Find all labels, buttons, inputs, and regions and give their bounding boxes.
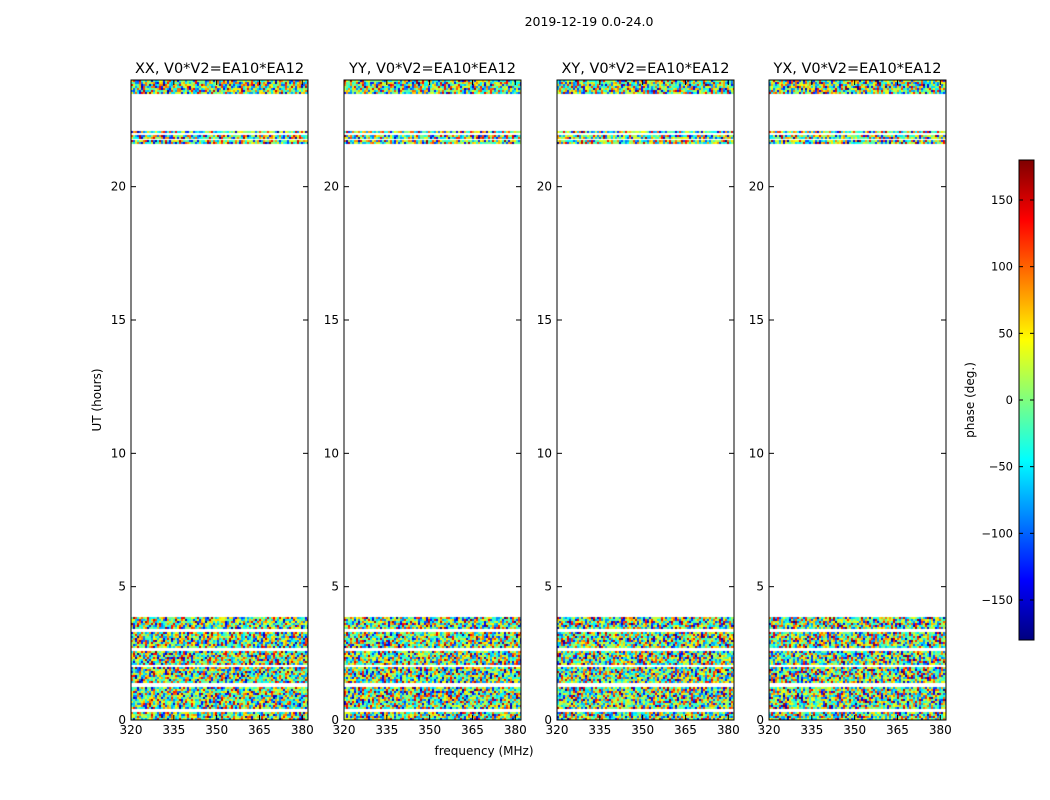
panel-title: YY, V0*V2=EA10*EA12 bbox=[348, 61, 516, 77]
phase-heatmap bbox=[557, 80, 734, 720]
panel-frame bbox=[130, 79, 309, 721]
x-tick-label: 365 bbox=[461, 723, 484, 737]
panel-frame bbox=[768, 79, 947, 721]
x-tick-label: 380 bbox=[717, 723, 740, 737]
y-tick-label: 10 bbox=[324, 446, 339, 460]
x-tick-label: 320 bbox=[333, 723, 356, 737]
y-tick-label: 15 bbox=[324, 313, 339, 327]
colorbar-tick-label: −50 bbox=[989, 460, 1013, 474]
x-tick-label: 350 bbox=[418, 723, 441, 737]
y-tick-label: 10 bbox=[749, 446, 764, 460]
panel-2: XY, V0*V2=EA10*EA12 320 335 350 365 380 0 5 10 15… bbox=[537, 61, 740, 737]
y-tick-label: 20 bbox=[749, 180, 764, 194]
y-tick-label: 5 bbox=[544, 580, 552, 594]
panel-3: YX, V0*V2=EA10*EA12 320 335 350 365 380 0 5 10 15… bbox=[749, 61, 952, 737]
panel-frame bbox=[556, 79, 735, 721]
figure-suptitle: 2019-12-19 0.0-24.0 bbox=[525, 14, 654, 29]
panel-title: XX, V0*V2=EA10*EA12 bbox=[135, 61, 304, 77]
panel-frame bbox=[343, 79, 522, 721]
x-axis-label: frequency (MHz) bbox=[434, 744, 533, 758]
phase-heatmap-canvas bbox=[131, 80, 308, 720]
x-tick-label: 335 bbox=[800, 723, 823, 737]
colorbar-label: phase (deg.) bbox=[963, 362, 977, 438]
colorbar-tick-label: −150 bbox=[981, 593, 1013, 607]
x-tick-label: 350 bbox=[205, 723, 228, 737]
y-tick-label: 5 bbox=[756, 580, 764, 594]
y-tick-label: 20 bbox=[111, 180, 126, 194]
x-tick-label: 320 bbox=[546, 723, 569, 737]
phase-heatmap-canvas bbox=[769, 80, 946, 720]
panel-title: YX, V0*V2=EA10*EA12 bbox=[772, 61, 941, 77]
y-tick-label: 15 bbox=[749, 313, 764, 327]
panels: XX, V0*V2=EA10*EA12 320 335 350 365 380 0 5 10 15… bbox=[111, 61, 952, 737]
y-tick-label: 0 bbox=[756, 713, 764, 727]
y-tick-label: 0 bbox=[118, 713, 126, 727]
panel-1: YY, V0*V2=EA10*EA12 320 335 350 365 380 0 5 10 15… bbox=[324, 61, 527, 737]
y-tick-label: 5 bbox=[331, 580, 339, 594]
colorbar-tick-label: 0 bbox=[1006, 393, 1013, 407]
x-tick-label: 320 bbox=[758, 723, 781, 737]
phase-heatmap bbox=[769, 80, 946, 720]
phase-heatmap-canvas bbox=[557, 80, 734, 720]
y-tick-label: 20 bbox=[537, 180, 552, 194]
x-tick-label: 365 bbox=[886, 723, 909, 737]
x-tick-label: 350 bbox=[631, 723, 654, 737]
phase-heatmap-canvas bbox=[344, 80, 521, 720]
y-tick-label: 0 bbox=[544, 713, 552, 727]
y-tick-label: 0 bbox=[331, 713, 339, 727]
y-axis-label: UT (hours) bbox=[90, 368, 104, 431]
x-tick-label: 320 bbox=[120, 723, 143, 737]
y-tick-label: 10 bbox=[537, 446, 552, 460]
x-tick-label: 365 bbox=[248, 723, 271, 737]
colorbar-tick-label: 50 bbox=[998, 326, 1013, 340]
panel-title: XY, V0*V2=EA10*EA12 bbox=[561, 61, 729, 77]
x-tick-label: 350 bbox=[843, 723, 866, 737]
y-tick-label: 20 bbox=[324, 180, 339, 194]
x-tick-label: 365 bbox=[674, 723, 697, 737]
y-tick-label: 10 bbox=[111, 446, 126, 460]
x-tick-label: 335 bbox=[588, 723, 611, 737]
panel-0: XX, V0*V2=EA10*EA12 320 335 350 365 380 0 5 10 15… bbox=[111, 61, 314, 737]
y-tick-label: 5 bbox=[118, 580, 126, 594]
x-tick-label: 380 bbox=[504, 723, 527, 737]
x-tick-label: 335 bbox=[162, 723, 185, 737]
x-tick-label: 380 bbox=[929, 723, 952, 737]
x-tick-label: 335 bbox=[375, 723, 398, 737]
y-tick-label: 15 bbox=[537, 313, 552, 327]
x-tick-label: 380 bbox=[291, 723, 314, 737]
colorbar-tick-label: 100 bbox=[991, 260, 1013, 274]
colorbar-tick-label: −100 bbox=[981, 526, 1013, 540]
phase-heatmap bbox=[344, 80, 521, 720]
colorbar: −150 −100 −50 0 50 100 150 bbox=[981, 159, 1035, 641]
y-tick-label: 15 bbox=[111, 313, 126, 327]
colorbar-tick-label: 150 bbox=[991, 193, 1013, 207]
phase-heatmap bbox=[131, 80, 308, 720]
